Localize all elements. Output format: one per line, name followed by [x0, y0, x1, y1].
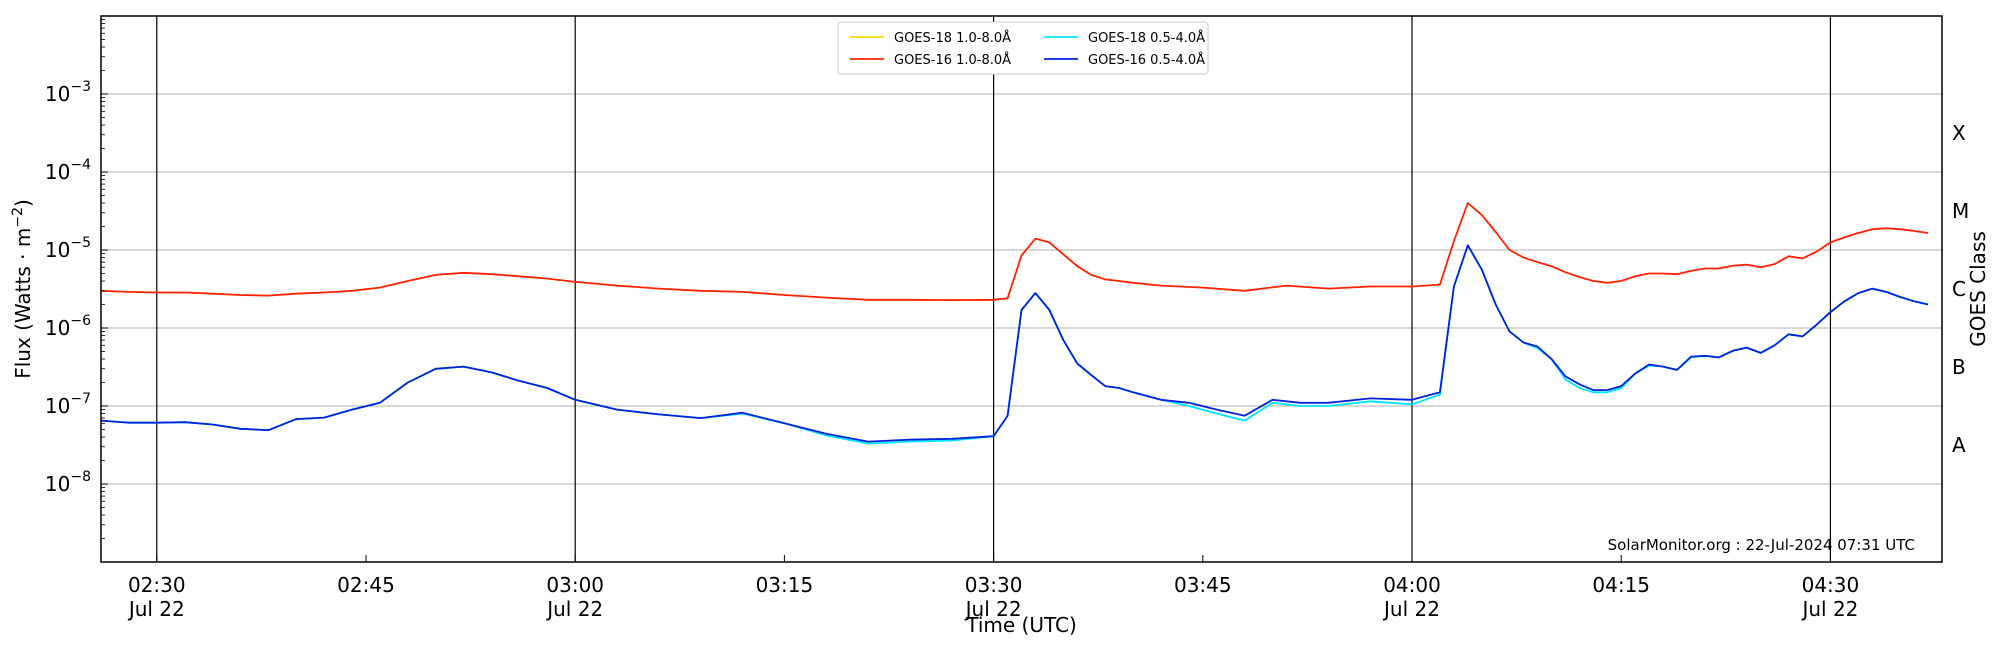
plot-frame	[100, 15, 1943, 563]
x-tick-date: Jul 22	[964, 597, 1022, 621]
y-axis-title-close: )	[11, 199, 35, 207]
y-tick-label: 10−8	[45, 469, 91, 496]
y-axis-title: Flux (Watts · m−2)	[10, 199, 35, 379]
y-axis-title-superscript: −2	[10, 207, 26, 228]
legend-entry-label: GOES-16 1.0-8.0Å	[894, 52, 1011, 68]
legend-entry-label: GOES-18 1.0-8.0Å	[894, 30, 1011, 46]
series-layer	[100, 202, 1929, 445]
y-tick-exponent: −3	[70, 79, 91, 95]
y-tick-labels: 10−810−710−610−510−410−3	[45, 79, 91, 496]
y-tick-exponent: −4	[70, 157, 91, 173]
x-tick-label: 04:15	[1592, 573, 1650, 597]
y-tick-base: 10	[45, 238, 70, 262]
legend-entry-label: GOES-18 0.5-4.0Å	[1088, 30, 1205, 46]
y-tick-label: 10−5	[45, 235, 91, 262]
goes-class-labels: A B C M X	[1952, 121, 1969, 457]
y-tick-base: 10	[45, 82, 70, 106]
y-axis-title-main: Flux (Watts · m	[11, 228, 35, 379]
series-line-1	[100, 202, 1929, 302]
major-time-lines	[156, 16, 1832, 562]
y-tick-label: 10−3	[45, 79, 91, 106]
x-axis-title: Time (UTC)	[965, 613, 1077, 637]
goes-class-label: M	[1952, 199, 1969, 223]
x-tick-label: 02:30	[128, 573, 186, 597]
series-line-3	[100, 244, 1929, 443]
x-tick-date: Jul 22	[127, 597, 185, 621]
goes-class-axis-title: GOES Class	[1966, 231, 1990, 347]
y-tick-base: 10	[45, 472, 70, 496]
ticks	[101, 19, 1831, 562]
goes-class-label: A	[1952, 433, 1966, 457]
watermark-text: SolarMonitor.org : 22-Jul-2024 07:31 UTC	[1608, 536, 1915, 554]
x-tick-label: 02:45	[337, 573, 395, 597]
x-tick-label: 03:45	[1174, 573, 1232, 597]
y-tick-exponent: −7	[70, 391, 91, 407]
y-tick-base: 10	[45, 316, 70, 340]
grid	[101, 93, 1942, 485]
x-tick-date: Jul 22	[1382, 597, 1440, 621]
y-tick-label: 10−7	[45, 391, 91, 418]
legend-entry-label: GOES-16 0.5-4.0Å	[1088, 52, 1205, 68]
x-tick-label: 03:00	[546, 573, 604, 597]
goes-class-label: B	[1952, 355, 1966, 379]
y-tick-base: 10	[45, 394, 70, 418]
legend: GOES-18 1.0-8.0Å GOES-16 1.0-8.0Å GOES-18 …	[837, 21, 1209, 75]
goes-class-label: C	[1952, 277, 1966, 301]
goes-class-label: X	[1952, 121, 1966, 145]
x-tick-label: 03:15	[756, 573, 814, 597]
y-tick-base: 10	[45, 160, 70, 184]
x-tick-label: 04:30	[1802, 573, 1860, 597]
legend-box	[837, 21, 1209, 75]
x-tick-label: 03:30	[965, 573, 1023, 597]
x-tick-label: 04:00	[1383, 573, 1441, 597]
y-tick-label: 10−6	[45, 313, 91, 340]
y-tick-label: 10−4	[45, 157, 91, 184]
y-tick-exponent: −5	[70, 235, 91, 251]
y-tick-exponent: −6	[70, 313, 91, 329]
x-tick-date: Jul 22	[1800, 597, 1858, 621]
x-tick-date: Jul 22	[545, 597, 603, 621]
y-tick-exponent: −8	[70, 469, 91, 485]
